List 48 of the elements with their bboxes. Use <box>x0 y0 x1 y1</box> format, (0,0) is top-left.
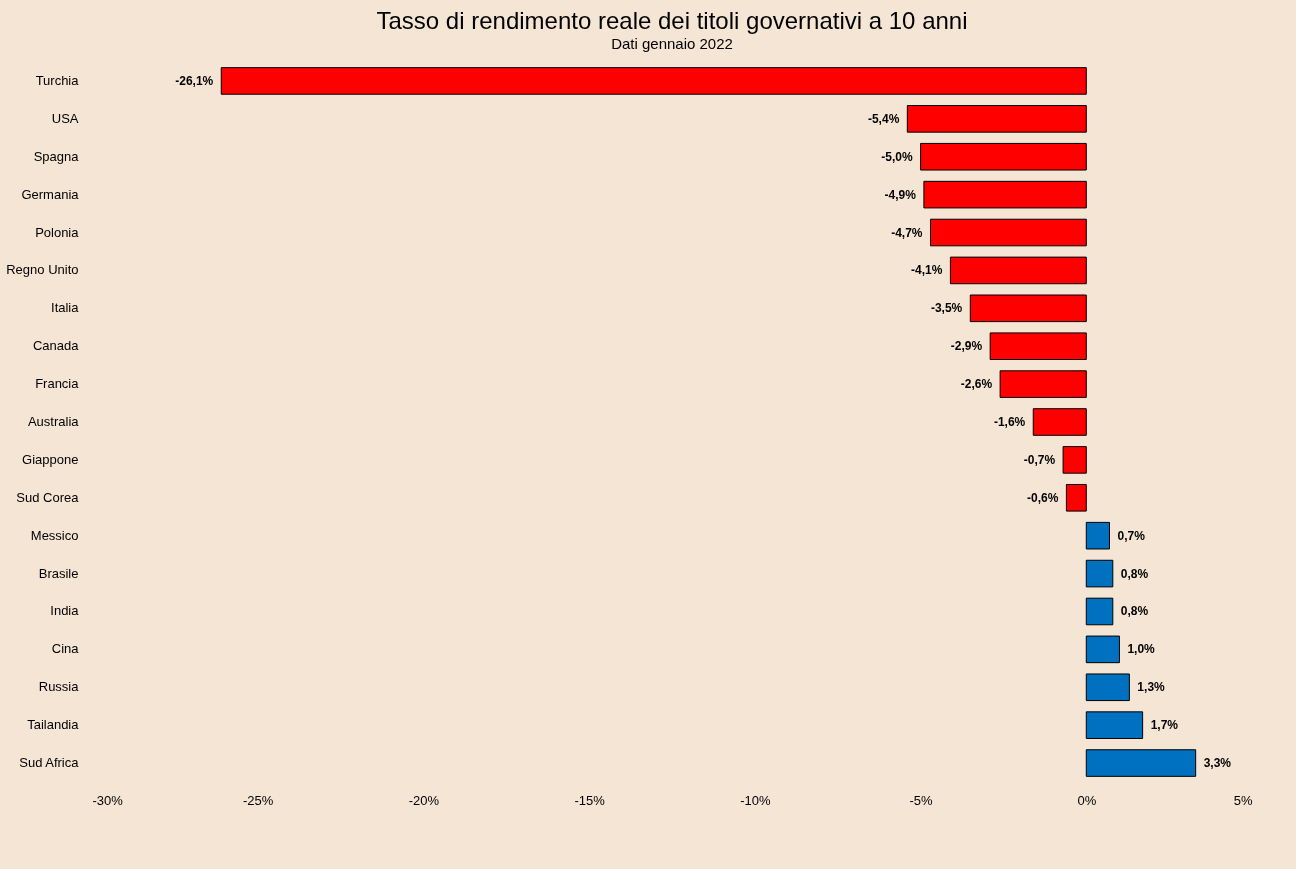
y-tick-label: USA <box>51 110 79 126</box>
y-tick-label: Germania <box>21 186 80 202</box>
y-tick-label: Cina <box>51 641 80 657</box>
data-label: -4,1% <box>911 263 943 278</box>
data-label: -2,9% <box>950 339 983 354</box>
data-label: -5,4% <box>867 111 900 126</box>
y-tick-label: India <box>50 603 80 619</box>
y-tick-label: Regno Unito <box>6 262 79 278</box>
data-label: 0,8% <box>1120 604 1149 619</box>
y-tick-label: Canada <box>32 338 80 354</box>
data-label: 1,7% <box>1150 718 1179 733</box>
data-label: -5,0% <box>881 149 913 164</box>
chart-title: Tasso di rendimento reale dei titoli governativi a 10 anni <box>376 7 968 34</box>
data-label: 0,7% <box>1117 528 1146 543</box>
x-tick-label: -5% <box>909 792 934 808</box>
y-tick-label: Polonia <box>35 224 80 240</box>
data-label: -0,7% <box>1023 452 1056 467</box>
x-tick-label: 5% <box>1233 792 1253 808</box>
data-label: -26,1% <box>175 73 214 88</box>
x-tick-label: -15% <box>574 792 606 808</box>
y-tick-label: Brasile <box>38 565 79 581</box>
y-tick-label: Australia <box>27 414 80 429</box>
y-tick-label: Giappone <box>22 451 79 467</box>
y-tick-label: Messico <box>30 527 79 543</box>
chart-subtitle: Dati gennaio 2022 <box>611 35 733 52</box>
y-tick-label: Francia <box>35 376 80 392</box>
data-label: -0,6% <box>1027 490 1059 505</box>
y-tick-label: Spagna <box>33 148 80 164</box>
y-tick-label: Tailandia <box>27 717 80 733</box>
x-tick-label: -10% <box>740 792 771 808</box>
y-tick-label: Italia <box>51 300 80 316</box>
x-tick-label: -30% <box>92 792 124 808</box>
data-label: 3,3% <box>1203 756 1232 771</box>
data-label: -4,9% <box>884 187 917 202</box>
y-tick-label: Sud Africa <box>19 755 80 771</box>
data-label: -1,6% <box>993 415 1026 429</box>
x-tick-label: -25% <box>243 792 274 808</box>
y-tick-label: Turchia <box>35 72 80 88</box>
data-label: 1,3% <box>1137 680 1166 695</box>
y-tick-label: Sud Corea <box>16 489 80 505</box>
data-label: -4,7% <box>891 225 923 240</box>
data-label: -2,6% <box>960 377 993 392</box>
x-tick-label: 0% <box>1077 792 1097 808</box>
data-label: 0,8% <box>1120 566 1149 581</box>
data-label: 1,0% <box>1127 642 1156 657</box>
x-tick-label: -20% <box>408 792 440 808</box>
y-tick-label: Russia <box>38 679 80 695</box>
data-label: -3,5% <box>930 301 963 316</box>
